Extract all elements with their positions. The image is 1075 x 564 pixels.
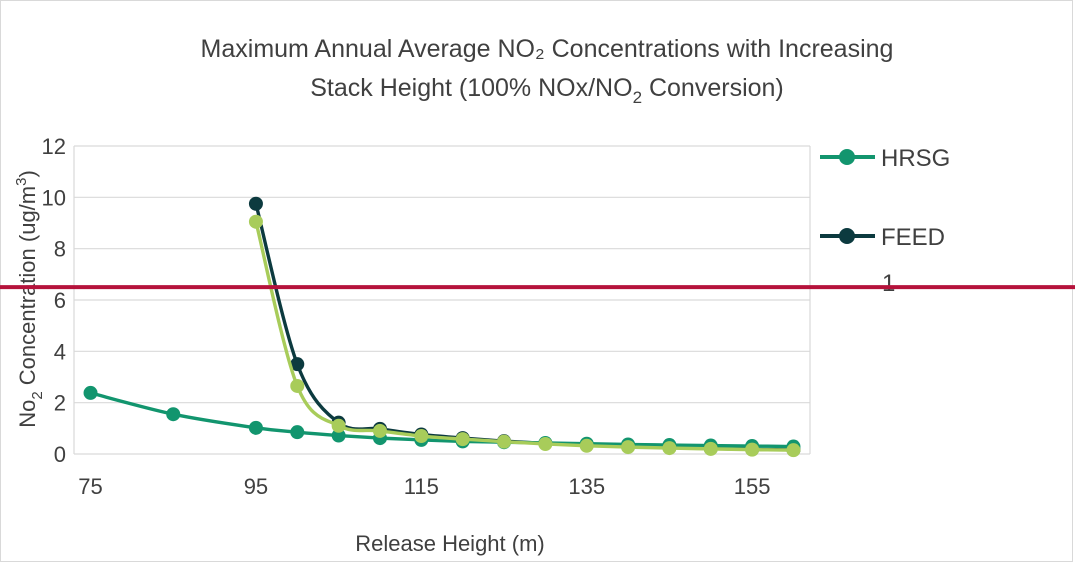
data-point-feed-100 (290, 357, 305, 372)
x-tick-label: 95 (244, 474, 268, 499)
chart-title-line-2-end: Conversion) (642, 74, 784, 102)
data-point-unlabeled-150 (703, 441, 718, 456)
y-axis-title-subscript: 2 (29, 391, 46, 399)
data-point-unlabeled-115 (414, 429, 429, 444)
data-point-unlabeled-125 (497, 434, 512, 449)
data-point-unlabeled-140 (621, 440, 636, 455)
series-feed (248, 196, 801, 457)
data-point-unlabeled-155 (745, 442, 760, 457)
x-tick-label: 115 (404, 474, 439, 499)
x-axis-title: Release Height (m) (355, 531, 545, 556)
data-point-unlabeled-135 (579, 438, 594, 453)
y-axis-title-superscript: 3 (13, 178, 30, 186)
chart-title-line-1: Maximum Annual Average NO₂ Concentration… (201, 35, 894, 63)
data-point-feed-95 (248, 196, 263, 211)
data-point-hrsg-100 (290, 425, 305, 440)
y-axis-ticks: 0 2 4 6 8 10 12 (42, 134, 66, 467)
legend-marker-hrsg (839, 149, 855, 165)
series-line-unlabeled (254, 220, 796, 452)
data-point-unlabeled-145 (662, 441, 677, 456)
chart-title-line-2: Stack Height (100% NOx/NO2 Conversion) (310, 74, 784, 107)
legend-label-hrsg: HRSG (881, 145, 950, 172)
data-point-unlabeled-160 (786, 443, 801, 458)
chart-title-line-2-subscript: 2 (633, 88, 642, 107)
x-tick-label: 155 (734, 474, 771, 499)
y-tick-label: 6 (54, 288, 66, 313)
y-axis-title-end: ) (15, 170, 40, 177)
series-hrsg (83, 385, 801, 454)
data-point-hrsg-105 (331, 428, 346, 443)
data-point-hrsg-75 (83, 385, 98, 400)
data-point-unlabeled-105 (331, 418, 346, 433)
x-tick-label: 135 (568, 474, 605, 499)
data-point-hrsg-85 (166, 407, 181, 422)
data-point-unlabeled-100 (290, 378, 305, 393)
y-tick-label: 0 (54, 442, 66, 467)
data-point-unlabeled-120 (455, 432, 470, 447)
y-tick-label: 4 (54, 339, 66, 364)
legend: HRSG FEED 1 (820, 145, 950, 297)
legend-overflow-label: 1 (882, 270, 895, 297)
data-point-unlabeled-95 (248, 214, 263, 229)
y-axis-title-main: No (15, 400, 40, 428)
series-layer (83, 196, 801, 458)
data-point-hrsg-95 (248, 420, 263, 435)
legend-label-feed: FEED (881, 224, 945, 251)
series-unlabeled (248, 214, 801, 458)
legend-marker-feed (839, 228, 855, 244)
y-tick-label: 10 (42, 185, 66, 210)
data-point-unlabeled-130 (538, 436, 553, 451)
y-tick-label: 8 (54, 237, 66, 262)
y-tick-label: 2 (54, 391, 66, 416)
x-axis-ticks: 75 95 115 135 155 (78, 474, 770, 499)
chart-title-line-2-main: Stack Height (100% NOx/NO (310, 74, 632, 102)
data-point-unlabeled-110 (372, 423, 387, 438)
series-line-feed (254, 202, 796, 452)
y-tick-label: 12 (42, 134, 66, 159)
grid-lines (73, 145, 811, 455)
x-tick-label: 75 (78, 474, 102, 499)
